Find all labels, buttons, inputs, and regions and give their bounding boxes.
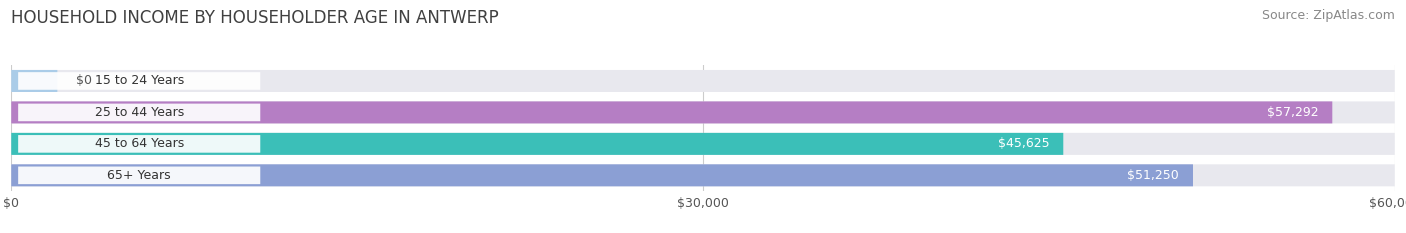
Text: $0: $0 bbox=[76, 75, 91, 87]
FancyBboxPatch shape bbox=[11, 70, 1395, 92]
Text: 65+ Years: 65+ Years bbox=[107, 169, 172, 182]
FancyBboxPatch shape bbox=[11, 101, 1333, 123]
FancyBboxPatch shape bbox=[18, 72, 260, 90]
FancyBboxPatch shape bbox=[18, 135, 260, 153]
Text: $57,292: $57,292 bbox=[1267, 106, 1319, 119]
FancyBboxPatch shape bbox=[11, 133, 1063, 155]
Text: 45 to 64 Years: 45 to 64 Years bbox=[94, 137, 184, 150]
FancyBboxPatch shape bbox=[11, 164, 1192, 186]
Text: 25 to 44 Years: 25 to 44 Years bbox=[94, 106, 184, 119]
Text: 15 to 24 Years: 15 to 24 Years bbox=[94, 75, 184, 87]
FancyBboxPatch shape bbox=[11, 133, 1395, 155]
FancyBboxPatch shape bbox=[11, 101, 1395, 123]
Text: $45,625: $45,625 bbox=[998, 137, 1049, 150]
FancyBboxPatch shape bbox=[11, 164, 1395, 186]
Text: HOUSEHOLD INCOME BY HOUSEHOLDER AGE IN ANTWERP: HOUSEHOLD INCOME BY HOUSEHOLDER AGE IN A… bbox=[11, 9, 499, 27]
FancyBboxPatch shape bbox=[11, 70, 58, 92]
Text: $51,250: $51,250 bbox=[1128, 169, 1180, 182]
Text: Source: ZipAtlas.com: Source: ZipAtlas.com bbox=[1261, 9, 1395, 22]
FancyBboxPatch shape bbox=[18, 104, 260, 121]
FancyBboxPatch shape bbox=[18, 167, 260, 184]
